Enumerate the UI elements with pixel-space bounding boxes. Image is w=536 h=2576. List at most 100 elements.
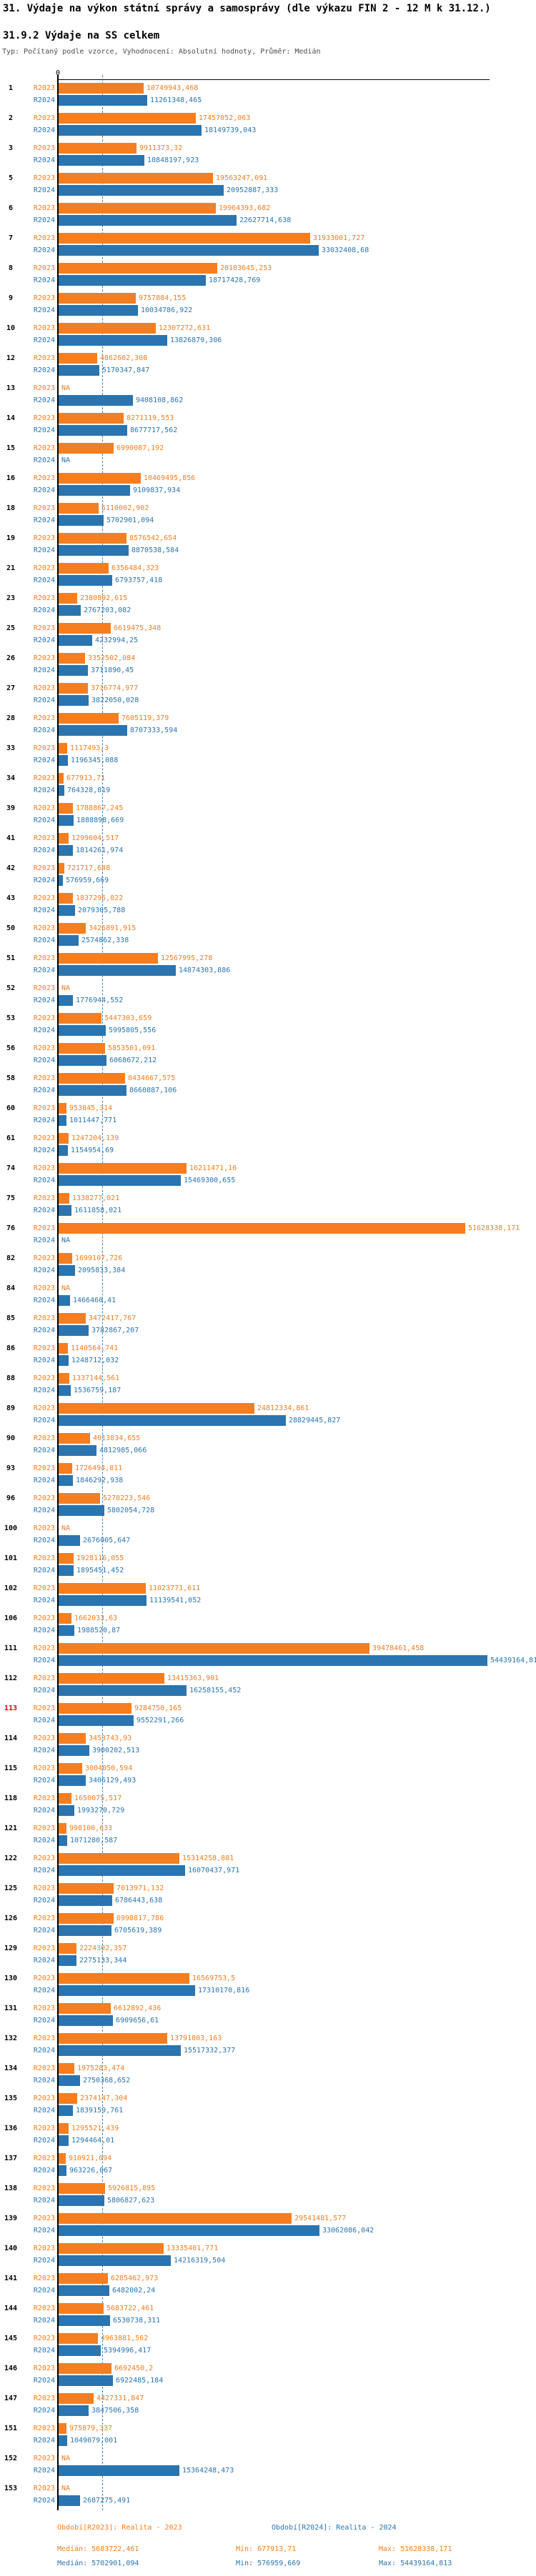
bar-r2024 — [59, 1445, 96, 1456]
bar-value-label: 19964393,682 — [219, 204, 271, 212]
series-tick-label: R2024 — [33, 1777, 55, 1784]
bar-r2023 — [59, 113, 196, 124]
row-number-label: 12 — [6, 354, 16, 362]
series-tick-label: R2024 — [33, 1507, 55, 1514]
bar-r2024 — [59, 2195, 104, 2206]
bar-r2024 — [59, 2435, 67, 2446]
bar-value-na-label: NA — [61, 1524, 71, 1532]
series-tick-label: R2024 — [33, 96, 55, 104]
bar-r2024 — [59, 395, 133, 406]
page-title: 31. Výdaje na výkon státní správy a samo… — [3, 3, 491, 14]
bar-r2024 — [59, 605, 81, 616]
bar-r2024 — [59, 335, 167, 346]
series-tick-label: R2023 — [33, 1644, 55, 1652]
series-tick-label: R2023 — [33, 354, 55, 362]
row-number-label: 102 — [4, 1584, 18, 1592]
bar-value-label: 28829445,827 — [289, 1417, 341, 1424]
series-tick-label: R2024 — [33, 877, 55, 884]
series-tick-label: R2023 — [33, 1164, 55, 1172]
bar-r2024 — [59, 185, 224, 196]
series-tick-label: R2024 — [33, 1057, 55, 1064]
row-number-label: 10 — [6, 324, 16, 332]
bar-r2023 — [59, 683, 88, 694]
bar-value-label: 3782867,207 — [91, 1327, 139, 1334]
series-tick-label: R2023 — [33, 324, 55, 332]
bar-r2023 — [59, 833, 69, 844]
bar-r2024 — [59, 2495, 80, 2506]
series-tick-label: R2023 — [33, 1854, 55, 1862]
series-tick-label: R2024 — [33, 1987, 55, 1995]
bar-r2023 — [59, 623, 111, 634]
bar-value-label: 4963881,562 — [101, 2335, 149, 2342]
bar-value-label: 1837295,022 — [76, 894, 124, 902]
bar-value-label: 764328,819 — [67, 787, 111, 794]
bar-value-label: 6482002,24 — [112, 2287, 156, 2295]
bar-value-label: 12567995,278 — [161, 954, 213, 962]
series-tick-label: R2024 — [33, 697, 55, 704]
row-number-label: 41 — [6, 834, 16, 842]
bar-r2023 — [59, 83, 144, 94]
bar-r2023 — [59, 743, 67, 754]
series-tick-label: R2024 — [33, 997, 55, 1004]
bar-value-label: 1839159,761 — [76, 2107, 124, 2115]
bar-r2023 — [59, 1613, 71, 1624]
bar-value-label: 6786443,638 — [115, 1897, 163, 1904]
series-tick-label: R2023 — [33, 714, 55, 722]
bar-value-label: 4812985,066 — [99, 1447, 147, 1454]
bar-value-label: 19563247,091 — [216, 174, 268, 182]
bar-r2023 — [59, 1973, 189, 1984]
bar-r2024 — [59, 1595, 147, 1606]
series-tick-label: R2024 — [33, 1687, 55, 1694]
series-tick-label: R2023 — [33, 654, 55, 662]
bar-r2023 — [59, 2063, 74, 2074]
row-number-label: 26 — [6, 654, 16, 662]
bar-r2024 — [59, 1025, 106, 1036]
bar-r2024 — [59, 905, 75, 916]
bar-r2023 — [59, 1223, 465, 1234]
bar-value-label: 3847506,358 — [91, 2407, 139, 2415]
row-number-label: 9 — [8, 294, 14, 302]
series-tick-label: R2023 — [33, 1074, 55, 1082]
bar-value-label: 1699107,726 — [75, 1254, 123, 1262]
row-number-label: 28 — [6, 714, 16, 722]
bar-r2024 — [59, 2465, 179, 2476]
row-number-label: 75 — [6, 1194, 16, 1202]
bar-value-label: 953845,314 — [69, 1104, 113, 1112]
row-number-label: 89 — [6, 1404, 16, 1412]
series-tick-label: R2024 — [33, 1087, 55, 1094]
bar-value-label: 39478461,458 — [372, 1644, 425, 1652]
stat-median-r2024: Medián: 5702901,094 — [57, 2560, 139, 2567]
bar-value-label: 8434667,575 — [128, 1074, 176, 1082]
series-tick-label: R2023 — [33, 1134, 55, 1142]
bar-value-label: 16211471,16 — [189, 1164, 237, 1172]
bar-value-label: 2750368,652 — [83, 2077, 131, 2085]
series-tick-label: R2023 — [33, 924, 55, 932]
bar-value-label: 8870538,584 — [131, 546, 179, 554]
median-gridline — [102, 75, 103, 2510]
bar-r2024 — [59, 1175, 181, 1186]
series-tick-label: R2023 — [33, 1224, 55, 1232]
bar-r2024 — [59, 305, 138, 316]
bar-value-label: 1294464,01 — [71, 2137, 115, 2145]
bar-value-label: 51628338,171 — [468, 1224, 520, 1232]
row-number-label: 15 — [6, 444, 16, 452]
series-tick-label: R2024 — [33, 1897, 55, 1904]
bar-r2024 — [59, 2285, 109, 2296]
series-tick-label: R2024 — [33, 1327, 55, 1334]
series-tick-label: R2024 — [33, 1657, 55, 1664]
row-number-label: 145 — [4, 2335, 18, 2342]
bar-value-label: 5853501,091 — [108, 1044, 156, 1052]
series-tick-label: R2023 — [33, 954, 55, 962]
series-tick-label: R2024 — [33, 1957, 55, 1965]
series-tick-label: R2024 — [33, 2047, 55, 2055]
bar-value-na-label: NA — [61, 984, 71, 992]
series-tick-label: R2024 — [33, 516, 55, 524]
bar-value-label: 5278223,546 — [103, 1494, 151, 1502]
bar-value-label: 2380892,615 — [80, 594, 128, 602]
row-number-label: 140 — [4, 2245, 18, 2252]
bar-value-label: 3406129,493 — [89, 1777, 137, 1784]
series-tick-label: R2023 — [33, 864, 55, 872]
bar-r2024 — [59, 515, 104, 526]
bar-r2024 — [59, 1625, 74, 1636]
bar-value-label: 5170347,847 — [102, 366, 150, 374]
